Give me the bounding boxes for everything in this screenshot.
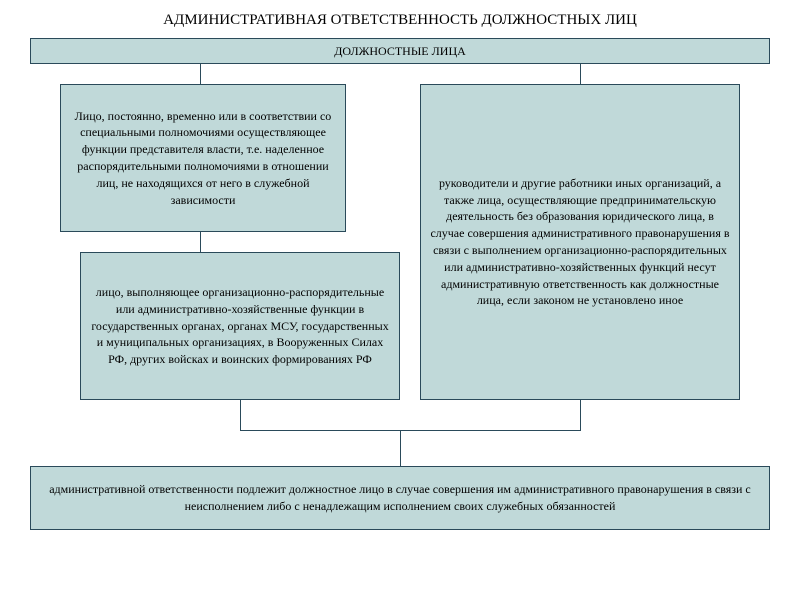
box-text: руководители и другие работники иных орг… (429, 175, 731, 309)
box-bottom: административной ответственности подлежи… (30, 466, 770, 530)
page-title: АДМИНИСТРАТИВНАЯ ОТВЕТСТВЕННОСТЬ ДОЛЖНОС… (0, 0, 800, 37)
connector (240, 400, 241, 430)
box-text: лицо, выполняющее организационно-распоря… (89, 284, 391, 368)
box-left-bottom: лицо, выполняющее организационно-распоря… (80, 252, 400, 400)
connector (400, 430, 401, 466)
connector (580, 64, 581, 84)
connector (200, 64, 201, 84)
connector (240, 430, 581, 431)
connector (200, 232, 201, 252)
box-text: административной ответственности подлежи… (39, 481, 761, 515)
connector (580, 400, 581, 430)
box-text: Лицо, постоянно, временно или в соответс… (69, 108, 337, 209)
box-left-top: Лицо, постоянно, временно или в соответс… (60, 84, 346, 232)
box-right: руководители и другие работники иных орг… (420, 84, 740, 400)
header-box-text: ДОЛЖНОСТНЫЕ ЛИЦА (334, 43, 466, 60)
header-box: ДОЛЖНОСТНЫЕ ЛИЦА (30, 38, 770, 64)
